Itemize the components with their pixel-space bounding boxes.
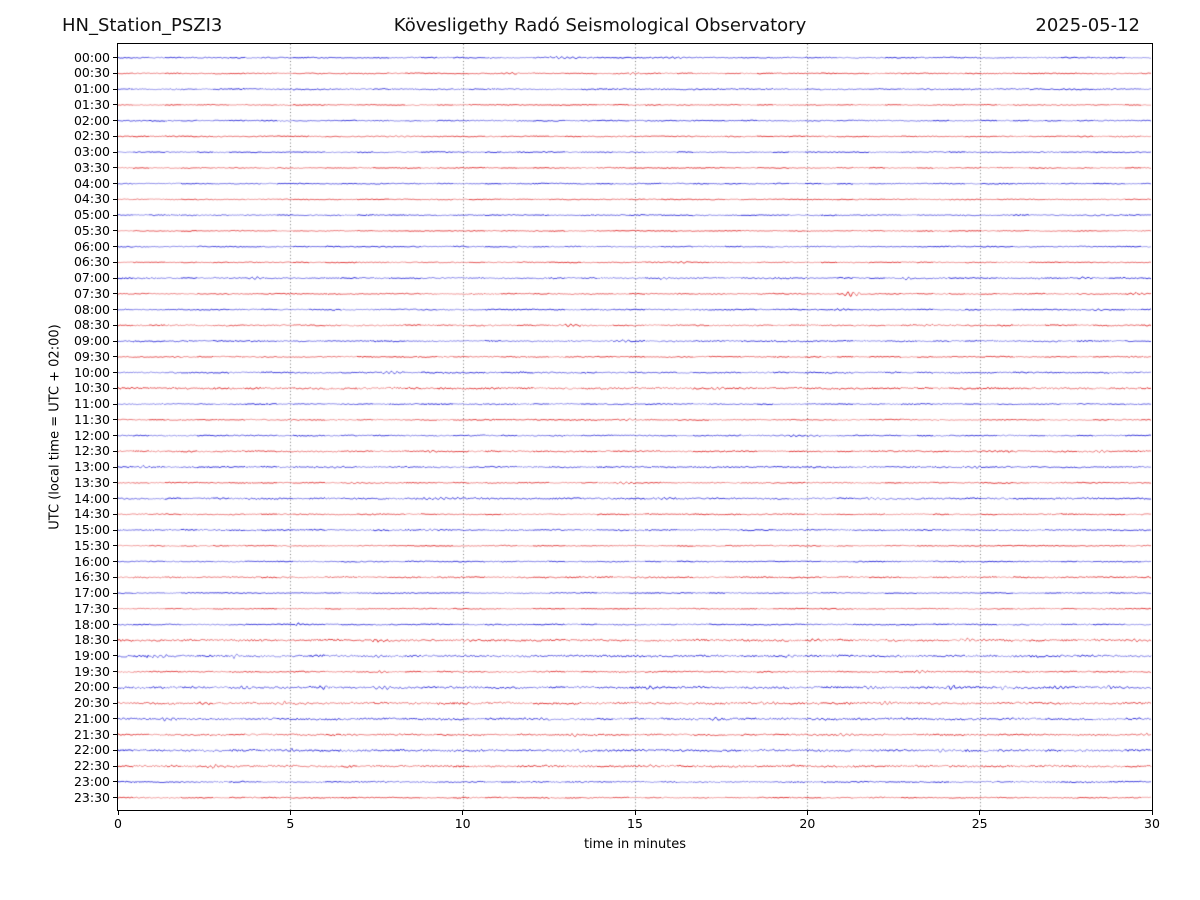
station-title: HN_Station_PSZI3 bbox=[62, 15, 223, 36]
y-tick-label: 03:00 bbox=[73, 144, 110, 160]
x-tick-label: 10 bbox=[454, 816, 471, 831]
y-tick-label: 01:00 bbox=[73, 81, 110, 97]
y-tick-label: 00:30 bbox=[73, 65, 110, 81]
y-tick-label: 21:00 bbox=[73, 710, 110, 726]
x-tick-mark bbox=[462, 811, 464, 815]
x-axis-label: time in minutes bbox=[583, 837, 687, 852]
x-tick-mark bbox=[117, 811, 119, 815]
y-tick-label: 18:00 bbox=[73, 616, 110, 632]
y-tick-label: 08:00 bbox=[73, 301, 110, 317]
y-tick-label: 23:00 bbox=[73, 773, 110, 789]
plot-area bbox=[117, 43, 1153, 811]
x-tick-mark bbox=[806, 811, 808, 815]
x-tick-label: 5 bbox=[286, 816, 295, 831]
y-tick-label: 01:30 bbox=[73, 96, 110, 112]
y-tick-label: 04:30 bbox=[73, 191, 110, 207]
x-tick-mark bbox=[289, 811, 291, 815]
y-tick-label: 16:00 bbox=[73, 553, 110, 569]
y-tick-label: 06:00 bbox=[73, 238, 110, 254]
y-tick-label: 05:00 bbox=[73, 207, 110, 223]
y-tick-label: 06:30 bbox=[73, 254, 110, 270]
y-tick-label: 22:30 bbox=[73, 758, 110, 774]
date-title: 2025-05-12 bbox=[1035, 15, 1140, 36]
y-tick-label: 07:00 bbox=[73, 270, 110, 286]
y-tick-label: 16:30 bbox=[73, 569, 110, 585]
y-tick-label: 17:00 bbox=[73, 585, 110, 601]
x-tick-label: 30 bbox=[1144, 816, 1160, 831]
y-tick-label: 04:00 bbox=[73, 175, 110, 191]
y-tick-label: 07:30 bbox=[73, 285, 110, 301]
y-tick-label: 22:00 bbox=[73, 742, 110, 758]
x-tick-label: 20 bbox=[799, 816, 816, 831]
y-tick-label: 03:30 bbox=[73, 159, 110, 175]
y-tick-label: 02:00 bbox=[73, 112, 110, 128]
y-tick-label: 23:30 bbox=[73, 789, 110, 805]
y-tick-label: 19:00 bbox=[73, 647, 110, 663]
y-tick-label: 20:30 bbox=[73, 695, 110, 711]
x-tick-mark bbox=[634, 811, 636, 815]
y-tick-label: 15:30 bbox=[73, 537, 110, 553]
x-tick-label: 25 bbox=[971, 816, 988, 831]
y-tick-label: 17:30 bbox=[73, 600, 110, 616]
x-tick-label: 15 bbox=[627, 816, 643, 831]
y-tick-label: 21:30 bbox=[73, 726, 110, 742]
x-tick-mark bbox=[979, 811, 981, 815]
y-tick-label: 18:30 bbox=[73, 632, 110, 648]
y-tick-label: 00:00 bbox=[73, 49, 110, 65]
x-tick-mark bbox=[1151, 811, 1153, 815]
x-tick-label: 0 bbox=[114, 816, 122, 831]
y-tick-label: 19:30 bbox=[73, 663, 110, 679]
y-tick-label: 05:30 bbox=[73, 222, 110, 238]
seismogram-trace-canvas bbox=[118, 44, 1152, 810]
y-axis-label: UTC (local time = UTC + 02:00) bbox=[47, 324, 63, 530]
y-tick-label: 02:30 bbox=[73, 128, 110, 144]
observatory-title: Kövesligethy Radó Seismological Observat… bbox=[393, 15, 807, 36]
y-tick-label: 20:00 bbox=[73, 679, 110, 695]
